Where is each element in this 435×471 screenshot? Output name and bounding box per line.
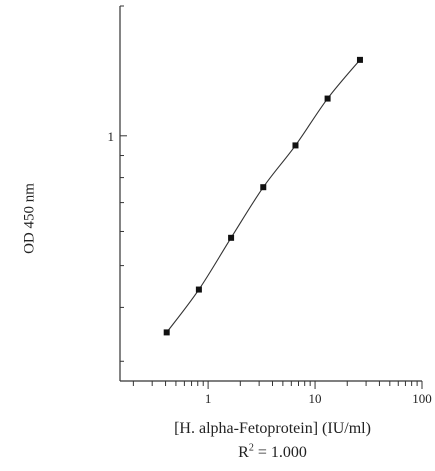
ticks — [120, 5, 423, 389]
data-point — [324, 95, 331, 102]
r-squared-annotation: R2 = 1.000 — [120, 442, 425, 462]
y-tick-label: 1 — [108, 129, 115, 144]
r-squared-value: = 1.000 — [253, 444, 307, 461]
data-point — [195, 286, 202, 293]
data-point — [356, 56, 363, 63]
data-points — [163, 56, 363, 336]
data-point — [292, 142, 299, 149]
x-tick-label: 1 — [205, 391, 212, 406]
data-point — [228, 234, 235, 241]
tick-labels: 1 10 100 1 — [108, 129, 432, 406]
data-point — [163, 329, 170, 336]
fitted-curve — [166, 59, 361, 333]
r-squared-base: R — [238, 444, 249, 461]
y-axis-label: OD 450 nm — [21, 183, 38, 254]
axes — [119, 6, 422, 382]
data-point — [260, 184, 267, 191]
x-axis-label: [H. alpha-Fetoprotein] (IU/ml) — [174, 420, 371, 437]
r-squared-superscript: 2 — [248, 442, 254, 454]
x-tick-label: 100 — [412, 391, 432, 406]
x-tick-label: 10 — [309, 391, 322, 406]
